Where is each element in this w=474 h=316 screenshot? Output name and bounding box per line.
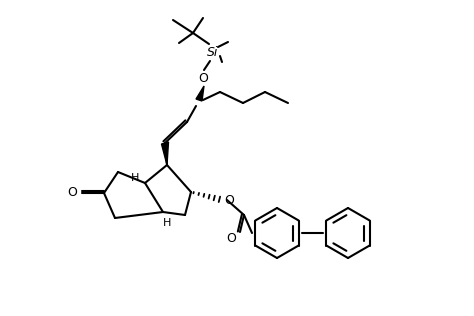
Text: O: O xyxy=(224,193,234,206)
Text: O: O xyxy=(67,186,77,199)
Polygon shape xyxy=(162,142,168,165)
Text: O: O xyxy=(198,71,208,84)
Text: Si: Si xyxy=(207,46,219,58)
Text: H: H xyxy=(163,218,171,228)
Text: O: O xyxy=(226,233,236,246)
Text: H: H xyxy=(131,173,139,183)
Polygon shape xyxy=(196,86,204,101)
